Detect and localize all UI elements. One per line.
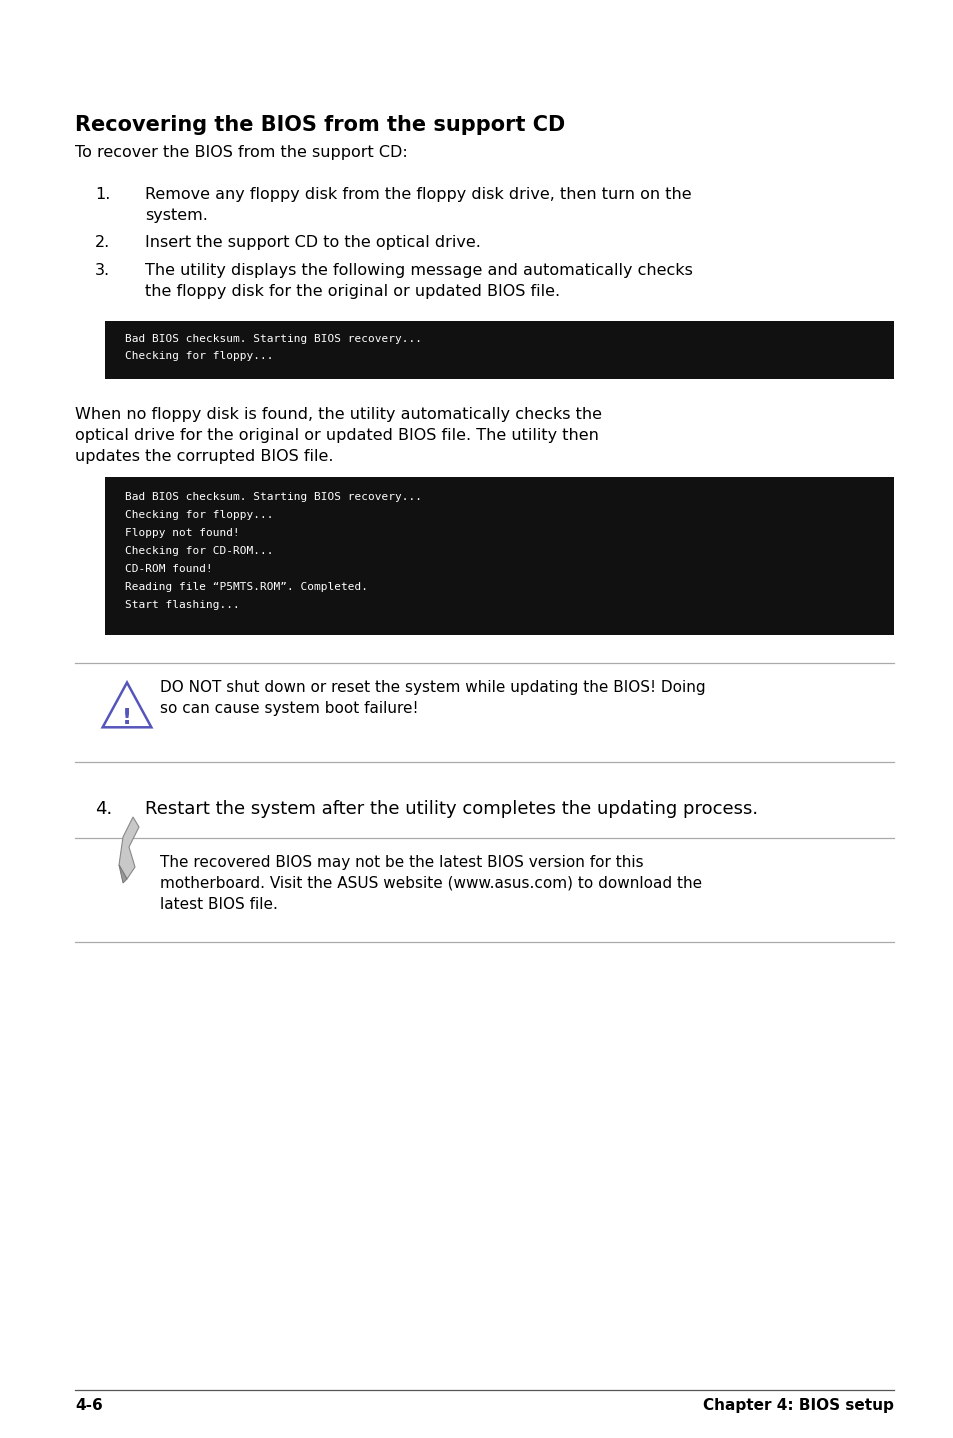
Text: The utility displays the following message and automatically checks
the floppy d: The utility displays the following messa…: [145, 263, 692, 299]
Text: Remove any floppy disk from the floppy disk drive, then turn on the
system.: Remove any floppy disk from the floppy d…: [145, 187, 691, 223]
Text: 4-6: 4-6: [75, 1398, 103, 1414]
Text: Start flashing...: Start flashing...: [125, 600, 239, 610]
Text: 1.: 1.: [95, 187, 111, 201]
Text: 3.: 3.: [95, 263, 110, 278]
Text: DO NOT shut down or reset the system while updating the BIOS! Doing
so can cause: DO NOT shut down or reset the system whi…: [160, 680, 705, 716]
Text: Checking for CD-ROM...: Checking for CD-ROM...: [125, 546, 274, 557]
Text: Restart the system after the utility completes the updating process.: Restart the system after the utility com…: [145, 800, 758, 818]
Text: Checking for floppy...: Checking for floppy...: [125, 510, 274, 521]
Polygon shape: [119, 866, 127, 883]
FancyBboxPatch shape: [105, 321, 893, 380]
Text: Insert the support CD to the optical drive.: Insert the support CD to the optical dri…: [145, 234, 480, 250]
Text: CD-ROM found!: CD-ROM found!: [125, 564, 213, 574]
Text: The recovered BIOS may not be the latest BIOS version for this
motherboard. Visi: The recovered BIOS may not be the latest…: [160, 856, 701, 912]
Text: Floppy not found!: Floppy not found!: [125, 528, 239, 538]
Text: Checking for floppy...: Checking for floppy...: [125, 351, 274, 361]
Text: Chapter 4: BIOS setup: Chapter 4: BIOS setup: [702, 1398, 893, 1414]
Polygon shape: [103, 683, 152, 728]
Polygon shape: [119, 817, 139, 879]
Text: 2.: 2.: [95, 234, 111, 250]
Text: 4.: 4.: [95, 800, 112, 818]
Text: Bad BIOS checksum. Starting BIOS recovery...: Bad BIOS checksum. Starting BIOS recover…: [125, 334, 421, 344]
Text: To recover the BIOS from the support CD:: To recover the BIOS from the support CD:: [75, 145, 407, 160]
Text: Bad BIOS checksum. Starting BIOS recovery...: Bad BIOS checksum. Starting BIOS recover…: [125, 492, 421, 502]
Text: When no floppy disk is found, the utility automatically checks the
optical drive: When no floppy disk is found, the utilit…: [75, 407, 601, 464]
Text: Recovering the BIOS from the support CD: Recovering the BIOS from the support CD: [75, 115, 565, 135]
Text: Reading file “P5MTS.ROM”. Completed.: Reading file “P5MTS.ROM”. Completed.: [125, 582, 368, 592]
Text: !: !: [122, 709, 132, 729]
FancyBboxPatch shape: [105, 477, 893, 636]
